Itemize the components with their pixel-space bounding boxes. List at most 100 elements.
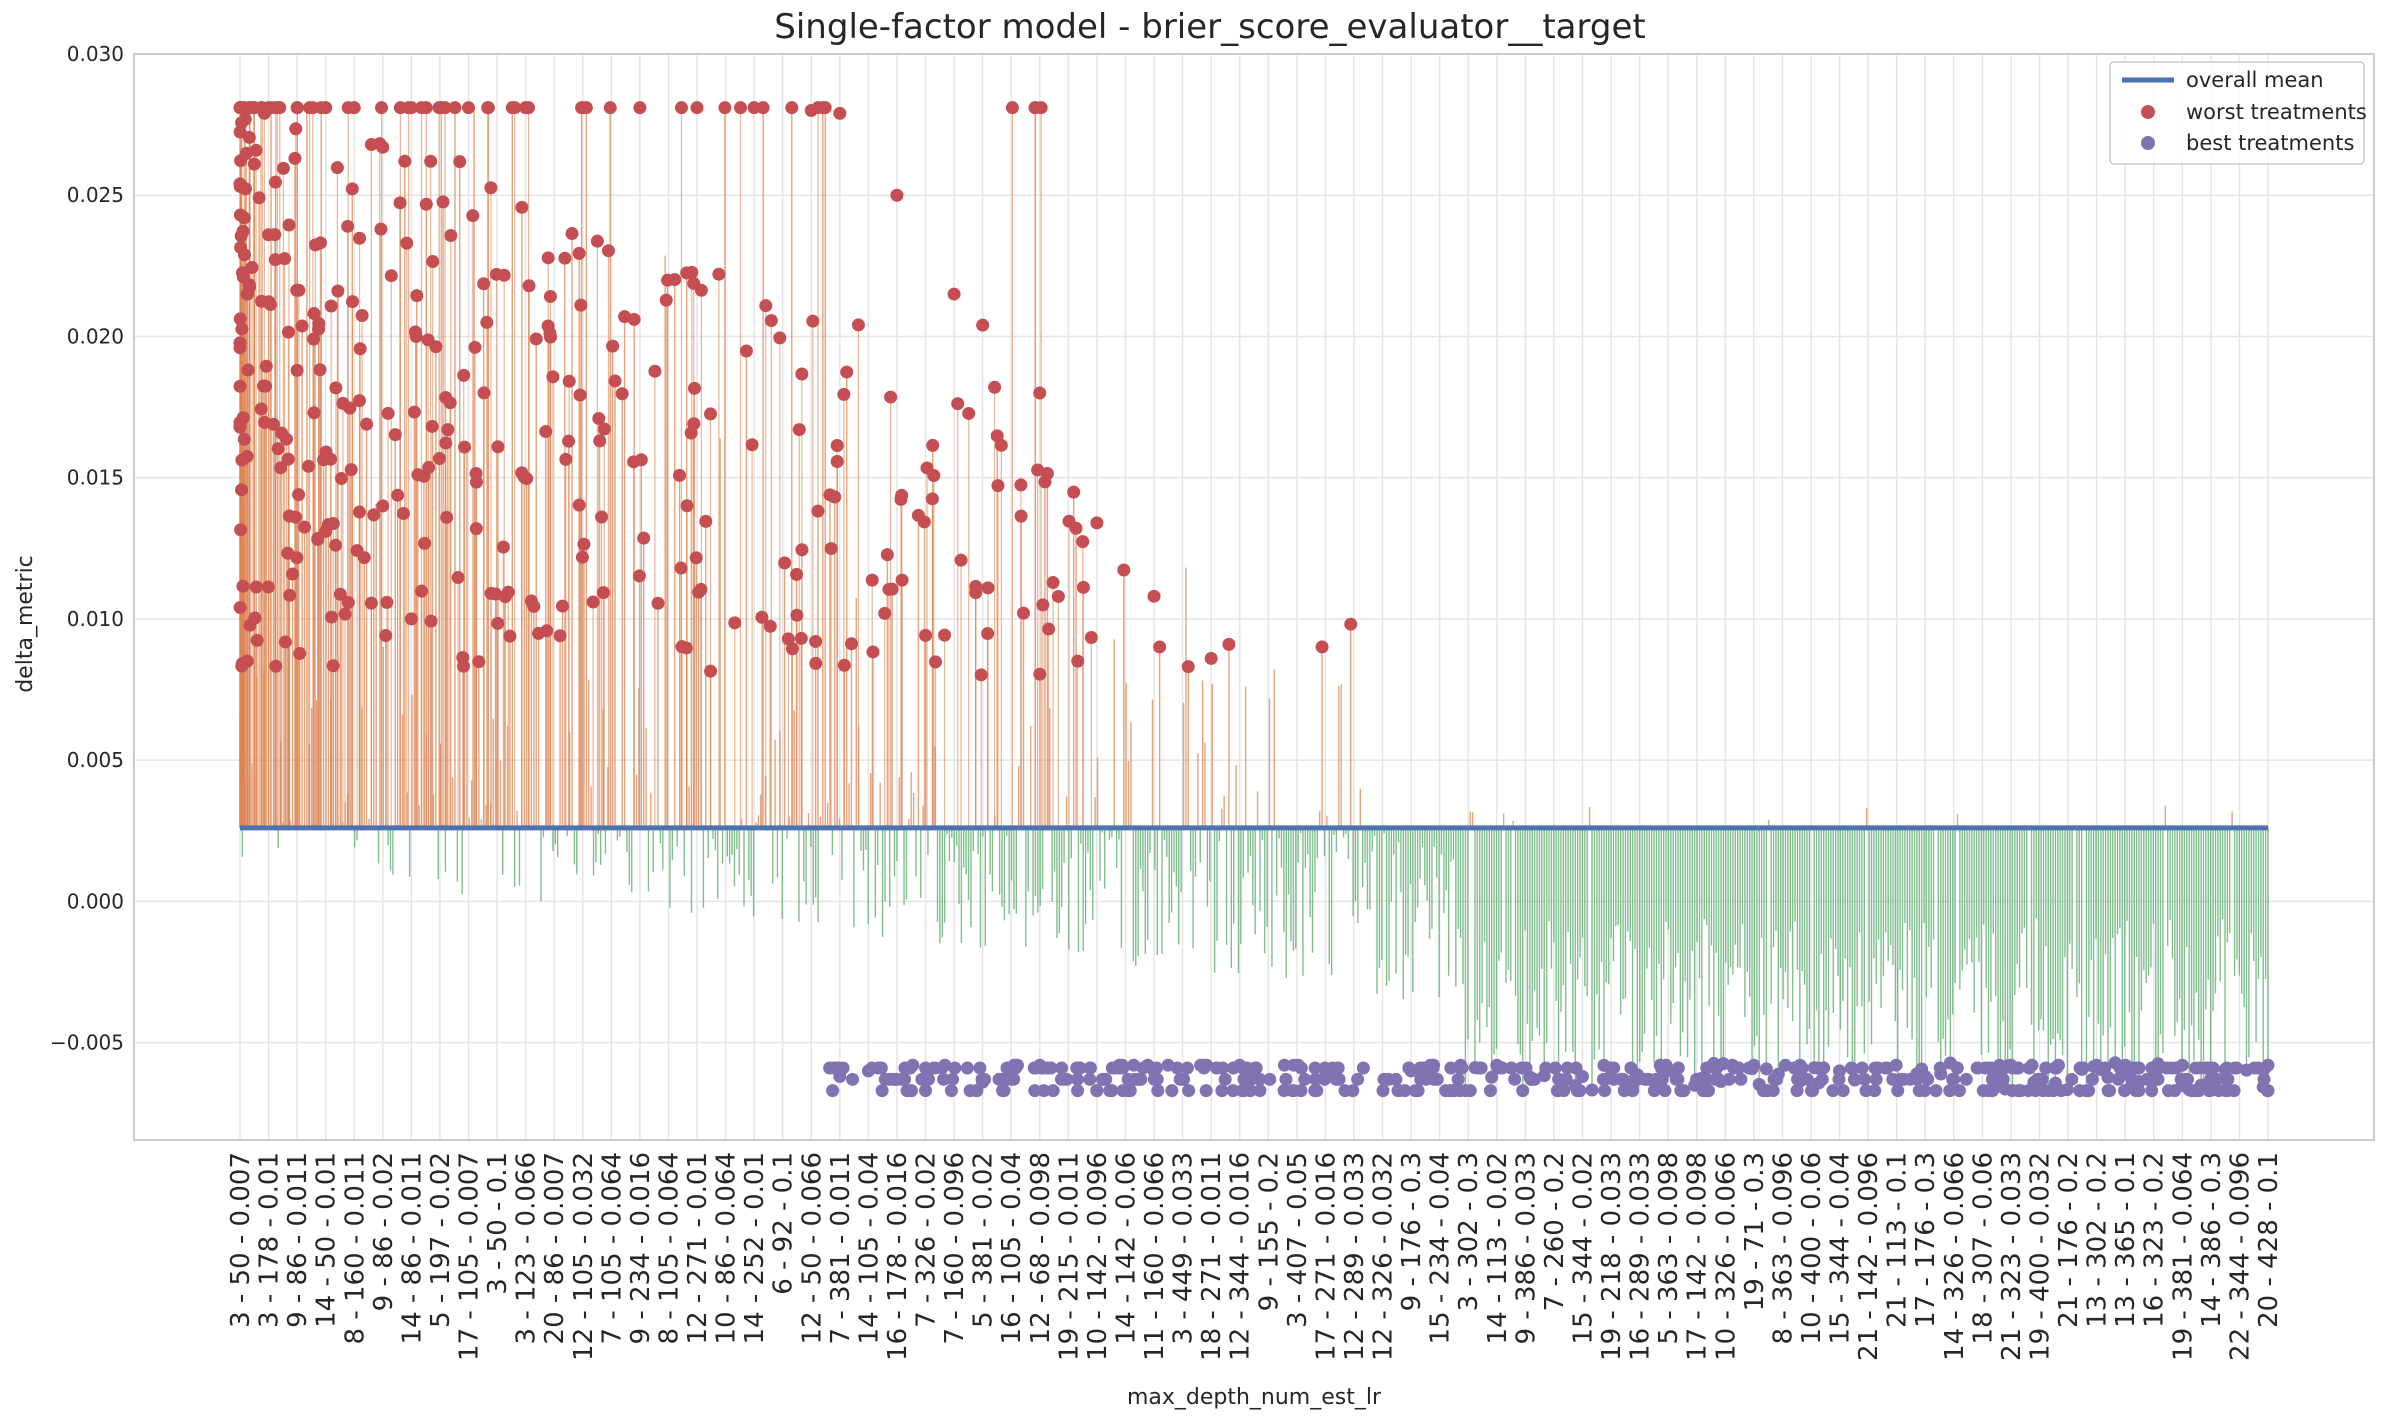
best-treatment-point bbox=[937, 1072, 951, 1086]
worst-treatment-point bbox=[480, 315, 494, 329]
worst-treatment-point bbox=[562, 374, 576, 388]
best-treatment-point bbox=[1083, 1072, 1097, 1086]
worst-treatment-point bbox=[448, 101, 462, 115]
best-treatment-point bbox=[1918, 1069, 1932, 1083]
worst-treatment-point bbox=[233, 341, 247, 355]
best-treatment-point bbox=[2085, 1072, 2099, 1086]
best-treatment-point bbox=[1696, 1084, 1710, 1098]
worst-treatment-point bbox=[319, 524, 333, 538]
best-treatment-point bbox=[1734, 1072, 1748, 1086]
worst-treatment-point bbox=[282, 218, 296, 232]
worst-treatment-point bbox=[234, 523, 248, 537]
worst-treatment-point bbox=[237, 432, 251, 446]
worst-treatment-point bbox=[308, 238, 322, 252]
worst-treatment-point bbox=[688, 381, 702, 395]
x-tick-label: 19 - 71 - 0.3 bbox=[1740, 1152, 1770, 1311]
worst-treatment-point bbox=[954, 553, 968, 567]
worst-treatment-point bbox=[397, 507, 411, 521]
x-tick-label: 17 - 271 - 0.016 bbox=[1311, 1152, 1341, 1361]
worst-treatment-point bbox=[384, 269, 398, 283]
best-treatment-point bbox=[2073, 1084, 2087, 1098]
worst-treatment-point bbox=[690, 101, 704, 115]
worst-treatment-point bbox=[334, 471, 348, 485]
best-treatment-point bbox=[1332, 1072, 1346, 1086]
worst-treatment-point bbox=[360, 417, 374, 431]
worst-treatment-point bbox=[290, 363, 304, 377]
best-treatment-point bbox=[1070, 1072, 1084, 1086]
legend-label-best: best treatments bbox=[2186, 131, 2354, 155]
legend-swatch-best bbox=[2141, 136, 2155, 150]
best-treatment-point bbox=[1519, 1061, 1533, 1075]
worst-treatment-point bbox=[355, 309, 369, 323]
best-treatment-point bbox=[1528, 1072, 1542, 1086]
best-treatment-point bbox=[2004, 1058, 2018, 1072]
worst-treatment-point bbox=[421, 333, 435, 347]
worst-treatment-point bbox=[286, 567, 300, 581]
best-treatment-point bbox=[1869, 1072, 1883, 1086]
worst-treatment-point bbox=[795, 543, 809, 557]
worst-treatment-point bbox=[565, 227, 579, 241]
best-treatment-point bbox=[1697, 1072, 1711, 1086]
worst-treatment-point bbox=[763, 619, 777, 633]
delta-bars bbox=[239, 107, 2269, 1091]
worst-treatment-point bbox=[302, 459, 316, 473]
worst-treatment-point bbox=[236, 579, 250, 593]
worst-treatment-point bbox=[237, 211, 251, 225]
chart-title: Single-factor model - brier_score_evalua… bbox=[774, 7, 1645, 47]
y-tick-label: 0.015 bbox=[67, 466, 124, 490]
worst-treatment-point bbox=[804, 103, 818, 117]
x-tick-label: 7 - 381 - 0.011 bbox=[826, 1152, 856, 1344]
best-treatment-point bbox=[875, 1084, 889, 1098]
best-treatment-point bbox=[946, 1072, 960, 1086]
worst-treatment-point bbox=[632, 569, 646, 583]
worst-treatment-point bbox=[276, 161, 290, 175]
x-tick-label: 5 - 197 - 0.02 bbox=[426, 1152, 456, 1328]
worst-treatment-point bbox=[241, 363, 255, 377]
best-treatment-point bbox=[1444, 1061, 1458, 1075]
worst-treatment-point bbox=[785, 101, 799, 115]
worst-treatment-point bbox=[1076, 535, 1090, 549]
worst-treatment-point bbox=[259, 359, 273, 373]
best-treatment-point bbox=[1398, 1084, 1412, 1098]
worst-treatment-point bbox=[419, 101, 433, 115]
best-treatment-point bbox=[1182, 1084, 1196, 1098]
worst-treatment-point bbox=[400, 236, 414, 250]
worst-treatment-point bbox=[313, 363, 327, 377]
worst-treatment-point bbox=[790, 608, 804, 622]
worst-treatment-point bbox=[785, 642, 799, 656]
x-tick-label: 8 - 160 - 0.011 bbox=[340, 1152, 370, 1344]
worst-treatment-point bbox=[837, 658, 851, 672]
worst-treatment-point bbox=[481, 101, 495, 115]
best-treatment-point bbox=[1826, 1084, 1840, 1098]
x-tick-label: 7 - 260 - 0.2 bbox=[1540, 1152, 1570, 1311]
worst-treatment-point bbox=[333, 587, 347, 601]
best-treatment-point bbox=[1804, 1084, 1818, 1098]
worst-treatment-point bbox=[439, 436, 453, 450]
worst-treatment-point bbox=[596, 586, 610, 600]
worst-treatment-point bbox=[572, 498, 586, 512]
best-treatment-point bbox=[1669, 1072, 1683, 1086]
best-treatment-point bbox=[1218, 1072, 1232, 1086]
best-treatment-point bbox=[1891, 1084, 1905, 1098]
worst-treatment-point bbox=[608, 374, 622, 388]
best-treatment-point bbox=[898, 1061, 912, 1075]
best-treatment-point bbox=[918, 1072, 932, 1086]
x-tick-label: 3 - 50 - 0.1 bbox=[483, 1152, 513, 1295]
worst-treatment-point bbox=[601, 244, 615, 258]
worst-treatment-point bbox=[890, 188, 904, 202]
best-treatment-point bbox=[2132, 1084, 2146, 1098]
best-treatment-point bbox=[1427, 1072, 1441, 1086]
worst-treatment-point bbox=[444, 229, 458, 243]
best-treatment-point bbox=[948, 1061, 962, 1075]
worst-treatment-point bbox=[830, 455, 844, 469]
worst-treatment-point bbox=[250, 633, 264, 647]
best-treatment-point bbox=[1072, 1061, 1086, 1075]
worst-treatment-point bbox=[806, 314, 820, 328]
best-treatment-point bbox=[1099, 1072, 1113, 1086]
legend-swatch-worst bbox=[2141, 105, 2155, 119]
x-tick-label: 8 - 363 - 0.096 bbox=[1768, 1152, 1798, 1344]
x-tick-label: 7 - 105 - 0.064 bbox=[597, 1152, 627, 1344]
best-treatment-point bbox=[919, 1084, 933, 1098]
worst-treatment-point bbox=[1147, 589, 1161, 603]
